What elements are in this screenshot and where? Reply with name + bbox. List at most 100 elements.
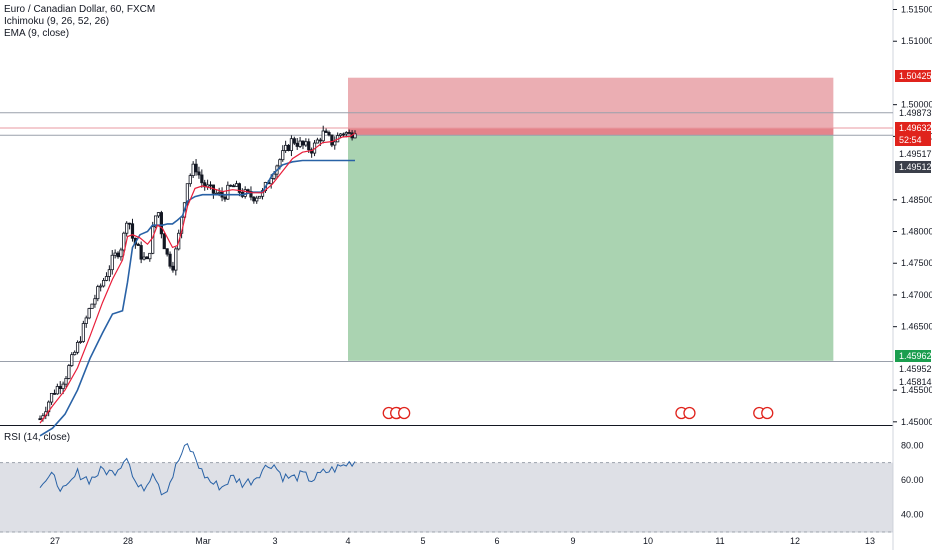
candle-body bbox=[119, 249, 123, 258]
candle-body bbox=[142, 256, 146, 260]
candle-body bbox=[188, 175, 192, 185]
candle-body bbox=[113, 252, 117, 256]
candle-body bbox=[139, 245, 143, 260]
price-label: 52:54 bbox=[899, 135, 922, 145]
candle-body bbox=[162, 233, 166, 250]
candle-body bbox=[122, 232, 126, 251]
candle-body bbox=[286, 144, 291, 151]
candle-body bbox=[107, 269, 111, 277]
candle-body bbox=[110, 254, 114, 271]
candle-body bbox=[64, 378, 68, 385]
take-profit-zone[interactable] bbox=[348, 135, 834, 361]
candle-body bbox=[234, 183, 239, 187]
candle-body bbox=[93, 298, 97, 305]
indicator-ichimoku[interactable]: Ichimoku (9, 26, 52, 26) bbox=[4, 16, 109, 28]
x-tick-label: 4 bbox=[345, 536, 350, 546]
candle-body bbox=[258, 195, 262, 199]
ichimoku-base-line[interactable] bbox=[39, 159, 355, 437]
candle-body bbox=[104, 276, 109, 281]
candle-body bbox=[90, 303, 94, 309]
candle-body bbox=[73, 351, 77, 356]
candle-body bbox=[252, 196, 256, 202]
candle-body bbox=[156, 212, 161, 217]
candle-body bbox=[191, 163, 195, 177]
x-tick-label: 12 bbox=[790, 536, 800, 546]
indicator-ema-label: EMA (9, close) bbox=[4, 28, 70, 39]
rsi-title-label: RSI (14, close) bbox=[4, 432, 71, 443]
y-tick-label: 1.45000 bbox=[901, 417, 932, 427]
candle-body bbox=[87, 308, 91, 319]
candle-body bbox=[289, 138, 294, 151]
x-tick-label: 11 bbox=[715, 536, 724, 546]
candle-body bbox=[281, 150, 285, 161]
candle-body bbox=[324, 130, 328, 133]
economic-event-icon[interactable] bbox=[683, 406, 696, 420]
stop-loss-zone[interactable] bbox=[348, 77, 834, 136]
x-tick-label: Mar bbox=[195, 536, 211, 546]
economic-event-icon[interactable] bbox=[398, 406, 411, 420]
candle-body bbox=[347, 132, 351, 134]
price-label: 1.50425 bbox=[899, 71, 932, 81]
ema-line[interactable] bbox=[39, 132, 356, 424]
candle-body bbox=[298, 140, 302, 147]
candle-body bbox=[200, 174, 204, 184]
pane-separator[interactable] bbox=[0, 425, 893, 426]
indicator-ichimoku-label: Ichimoku (9, 26, 52, 26) bbox=[4, 16, 110, 27]
price-label-box bbox=[895, 122, 931, 134]
economic-event-icon[interactable] bbox=[761, 406, 774, 420]
candle-body bbox=[67, 365, 71, 379]
candle-body bbox=[344, 132, 348, 135]
candle-body bbox=[217, 191, 221, 194]
symbol-title-text: Euro / Canadian Dollar, 60, FXCM bbox=[4, 4, 156, 15]
rsi-y-tick-label: 40.00 bbox=[901, 510, 924, 520]
price-label: 1.45962 bbox=[899, 351, 932, 361]
candle-body bbox=[99, 285, 103, 288]
y-tick-label: 1.48500 bbox=[901, 195, 932, 205]
candle-body bbox=[165, 248, 169, 255]
candle-body bbox=[269, 178, 273, 185]
candle-body bbox=[171, 265, 175, 271]
candle-body bbox=[58, 386, 62, 390]
symbol-title: Euro / Canadian Dollar, 60, FXCM bbox=[4, 4, 155, 16]
candle-body bbox=[153, 215, 158, 228]
candle-body bbox=[229, 184, 233, 187]
indicator-ema[interactable]: EMA (9, close) bbox=[4, 28, 69, 40]
candle-body bbox=[307, 141, 311, 151]
candle-body bbox=[194, 163, 198, 173]
price-label-box bbox=[895, 70, 931, 82]
rsi-y-tick-label: 60.00 bbox=[901, 475, 924, 485]
candle-body bbox=[55, 386, 59, 395]
candle-body bbox=[78, 341, 83, 343]
candle-body bbox=[38, 418, 42, 421]
candle-body bbox=[49, 392, 54, 403]
candle-body bbox=[272, 173, 276, 179]
rsi-band bbox=[0, 462, 893, 532]
candle-body bbox=[295, 142, 299, 147]
candle-body bbox=[197, 171, 201, 176]
x-tick-label: 3 bbox=[272, 536, 277, 546]
price-label-box bbox=[895, 161, 931, 173]
x-tick-label: 5 bbox=[420, 536, 425, 546]
y-tick-label: 1.51000 bbox=[901, 36, 932, 46]
price-label: 1.45814 bbox=[899, 377, 932, 387]
price-label: 1.49873 bbox=[899, 108, 932, 118]
candle-body bbox=[278, 159, 282, 167]
candle-body bbox=[226, 184, 230, 200]
candle-body bbox=[284, 144, 288, 151]
candle-body bbox=[315, 139, 320, 144]
rsi-line[interactable] bbox=[39, 442, 356, 496]
price-label: 1.49512 bbox=[899, 162, 932, 172]
y-tick-label: 1.51500 bbox=[901, 5, 932, 15]
candle-body bbox=[223, 196, 227, 200]
candle-body bbox=[101, 280, 106, 287]
rsi-y-tick-label: 80.00 bbox=[901, 440, 924, 450]
x-tick-label: 13 bbox=[865, 536, 875, 546]
candle-body bbox=[61, 383, 65, 390]
candle-body bbox=[232, 185, 236, 188]
candle-body bbox=[96, 286, 100, 300]
candle-body bbox=[75, 341, 80, 353]
candle-body bbox=[168, 253, 172, 267]
candle-body bbox=[127, 222, 132, 225]
rsi-title[interactable]: RSI (14, close) bbox=[4, 432, 70, 444]
